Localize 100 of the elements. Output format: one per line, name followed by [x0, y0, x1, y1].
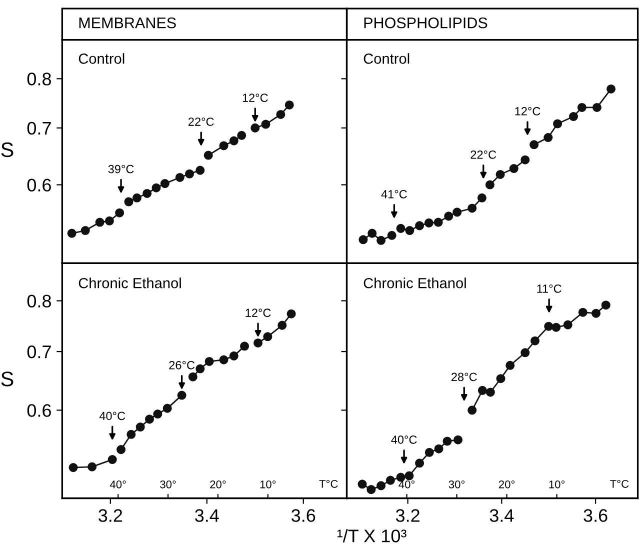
point: [80, 226, 90, 236]
point: [261, 120, 270, 129]
y-tick-label: 0.8: [27, 72, 51, 86]
point: [177, 390, 186, 400]
x-tick-label: 3.4: [195, 509, 219, 522]
x2-tick-label: 40°: [398, 480, 415, 488]
x-tick-label: 3.2: [396, 509, 420, 522]
text: Control: [364, 53, 410, 64]
point: [520, 348, 530, 358]
chart-title: PHOSPHOLIPIDS: [364, 17, 488, 28]
point: [229, 136, 238, 146]
point: [454, 435, 463, 444]
x-tick-label: 3.6: [292, 509, 316, 522]
point: [468, 204, 477, 213]
point: [204, 150, 213, 160]
point: [250, 123, 260, 132]
point: [387, 230, 396, 240]
annotation: 26°C: [169, 360, 195, 370]
point: [544, 133, 553, 142]
y-axis-title: S: [1, 372, 14, 386]
point: [577, 102, 586, 112]
point: [276, 110, 286, 120]
point: [376, 481, 386, 490]
point: [415, 458, 424, 468]
x2-tick-label: 20°: [210, 480, 226, 488]
annotation: 22°C: [188, 118, 214, 126]
point: [601, 300, 610, 310]
x2-axis-title: T°C: [319, 480, 338, 488]
point: [506, 360, 515, 370]
annotation: 11°C: [537, 284, 562, 293]
point: [592, 102, 602, 112]
point: [162, 404, 172, 413]
point: [254, 338, 263, 348]
annotation: 41°C: [381, 190, 407, 198]
point: [530, 336, 540, 346]
point: [496, 374, 506, 384]
point: [240, 342, 250, 351]
point: [126, 430, 136, 439]
point: [124, 197, 134, 206]
text: Chronic Ethanol: [78, 278, 181, 288]
x-tick-label: 3.6: [584, 509, 608, 522]
point: [188, 372, 198, 382]
x2-tick-label: 30°: [448, 480, 465, 488]
point: [278, 320, 287, 330]
point: [219, 141, 228, 150]
x2-tick-label: 40°: [110, 480, 126, 488]
point: [442, 436, 452, 446]
point: [434, 444, 444, 454]
x2-tick-label: 10°: [260, 480, 276, 488]
point: [108, 455, 117, 464]
point: [434, 218, 443, 227]
point: [468, 406, 477, 415]
point: [496, 170, 505, 179]
point: [67, 228, 76, 238]
point: [477, 193, 486, 202]
point: [196, 364, 205, 374]
x2-axis-title: T°C: [610, 480, 629, 488]
x2-tick-label: 20°: [498, 480, 515, 488]
point: [175, 172, 184, 182]
annotation: 12°C: [246, 308, 271, 318]
point: [366, 485, 376, 494]
point: [219, 355, 228, 364]
chart-title: MEMBRANES: [79, 17, 176, 28]
point: [142, 188, 152, 198]
point: [578, 308, 588, 317]
point: [552, 322, 561, 332]
point: [115, 208, 124, 218]
y-tick-label: 0.6: [27, 178, 51, 192]
point: [229, 351, 238, 360]
annotation: 22°C: [470, 150, 496, 159]
annotation: 12°C: [515, 107, 540, 116]
point: [153, 410, 162, 419]
point: [553, 119, 562, 128]
point: [132, 193, 142, 202]
point: [520, 155, 530, 164]
point: [358, 480, 367, 489]
point: [88, 462, 97, 472]
point: [486, 388, 495, 397]
point: [530, 140, 539, 150]
y-tick-label: 0.7: [27, 122, 51, 135]
point: [405, 226, 414, 236]
point: [104, 216, 114, 226]
point: [237, 130, 246, 140]
point: [185, 169, 194, 178]
point: [286, 309, 296, 318]
y-tick-label: 0.6: [27, 404, 51, 417]
point: [95, 218, 104, 227]
point: [415, 221, 424, 230]
point: [160, 179, 170, 188]
point: [485, 180, 494, 190]
annotation: 40°C: [391, 435, 417, 444]
point: [606, 84, 616, 94]
point: [358, 235, 368, 244]
point: [592, 308, 601, 318]
point: [386, 476, 395, 485]
annotation: 40°C: [99, 412, 126, 420]
point: [376, 236, 386, 245]
point: [568, 112, 578, 122]
x-axis-title: ¹/T X 10³: [338, 529, 406, 542]
y-tick-label: 0.7: [27, 346, 51, 358]
